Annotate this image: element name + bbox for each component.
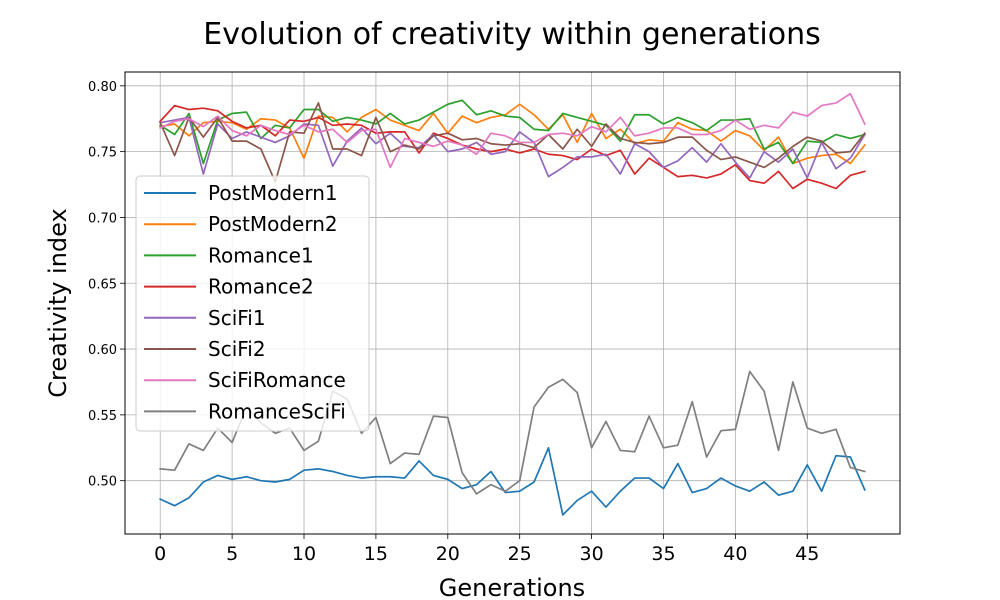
x-tick-label: 15 bbox=[364, 543, 388, 565]
x-tick-label: 25 bbox=[508, 543, 532, 565]
legend-label: PostModern2 bbox=[208, 212, 338, 236]
y-tick-label: 0.75 bbox=[88, 146, 117, 161]
x-tick-label: 20 bbox=[436, 543, 460, 565]
series-line-postmodern2 bbox=[159, 103, 866, 165]
x-tick-label: 45 bbox=[795, 543, 819, 565]
legend: PostModern1 PostModern2 Romance1 Romance2 Sc… bbox=[135, 175, 370, 432]
series-layer bbox=[159, 92, 866, 516]
series-line-scifi1 bbox=[159, 116, 866, 179]
y-tick-label: 0.55 bbox=[88, 409, 117, 424]
x-tick-label: 30 bbox=[579, 543, 603, 565]
legend-label: SciFi1 bbox=[208, 306, 266, 330]
series-line-scifiromance bbox=[159, 92, 866, 169]
y-axis-label: Creativity index bbox=[44, 208, 72, 397]
legend-box bbox=[135, 175, 370, 432]
y-tick-label: 0.80 bbox=[88, 80, 117, 95]
x-axis-label: Generations bbox=[439, 574, 585, 600]
y-tick-label: 0.60 bbox=[88, 343, 117, 358]
legend-label: RomanceSciFi bbox=[208, 399, 346, 423]
legend-label: Romance2 bbox=[208, 275, 314, 299]
chart-title: Evolution of creativity within generatio… bbox=[203, 17, 820, 52]
legend-label: SciFi2 bbox=[208, 337, 266, 361]
series-line-scifi2 bbox=[159, 102, 866, 183]
plot-frame bbox=[124, 71, 901, 535]
y-tick-label: 0.70 bbox=[88, 211, 117, 226]
x-tick-label: 0 bbox=[154, 543, 166, 565]
series-line-romancescifi bbox=[159, 370, 866, 495]
x-tick-label: 5 bbox=[226, 543, 238, 565]
x-tick-label: 40 bbox=[723, 543, 747, 565]
legend-label: PostModern1 bbox=[208, 181, 338, 205]
y-tick-label: 0.50 bbox=[88, 475, 117, 490]
legend-label: SciFiRomance bbox=[208, 368, 346, 392]
y-tick-label: 0.65 bbox=[88, 277, 117, 292]
series-line-romance1 bbox=[159, 99, 866, 165]
legend-label: Romance1 bbox=[208, 243, 314, 267]
series-line-romance2 bbox=[159, 104, 866, 190]
series-line-postmodern1 bbox=[159, 446, 866, 516]
x-tick-label: 10 bbox=[292, 543, 316, 565]
tick-layer: 0 5 10 15 20 25 30 35 40 45 0.50 0.55 0.60 0.65 0.70 0.… bbox=[88, 80, 819, 565]
x-tick-label: 35 bbox=[651, 543, 675, 565]
